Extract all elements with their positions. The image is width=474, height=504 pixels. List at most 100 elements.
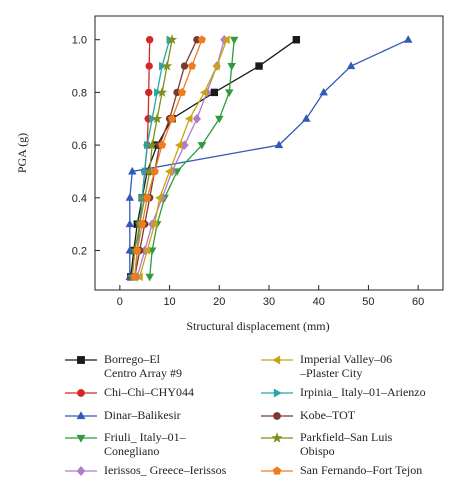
data-point: [161, 60, 173, 71]
series-9: [130, 35, 206, 281]
y-tick-label: 0.2: [72, 245, 87, 257]
data-point: [138, 219, 147, 228]
legend-label: Borrego–El Centro Array #9: [104, 352, 182, 380]
legend-label: Parkfield–San Luis Obispo: [300, 430, 393, 458]
y-tick-label: 0.6: [72, 140, 87, 152]
series-line: [129, 39, 409, 277]
legend-swatch: [261, 432, 293, 443]
legend-marker: [76, 466, 86, 476]
data-point: [319, 87, 328, 96]
legend-label: Irpinia_ Italy–01–Arienzo: [300, 385, 426, 399]
data-point: [274, 140, 284, 149]
series-2: [125, 35, 413, 280]
data-point: [177, 88, 187, 96]
series-layer: [125, 34, 413, 282]
data-point: [154, 88, 162, 97]
legend-item: Borrego–El Centro Array #9: [64, 352, 182, 380]
legend-swatch: [261, 466, 293, 475]
series-line: [149, 39, 235, 277]
data-point: [229, 36, 239, 45]
legend-swatch: [65, 411, 97, 420]
y-tick-label: 0.8: [72, 87, 87, 99]
data-point: [184, 114, 193, 124]
data-point: [255, 62, 263, 70]
data-point: [180, 62, 189, 70]
data-point: [158, 140, 167, 149]
legend-label: Ierissos_ Greece–Ierissos: [104, 463, 227, 477]
legend-item: Parkfield–San Luis Obispo: [260, 430, 392, 458]
series-line: [136, 39, 225, 278]
data-point: [151, 113, 163, 124]
data-point: [145, 273, 154, 282]
series-line: [130, 39, 297, 277]
legend-item: Irpinia_ Italy–01–Arienzo: [260, 385, 426, 400]
legend-marker: [273, 388, 282, 398]
legend-marker: [271, 432, 283, 443]
data-point: [145, 36, 154, 44]
data-point: [403, 35, 413, 43]
data-point: [142, 246, 151, 255]
data-point: [159, 61, 167, 71]
data-point: [227, 63, 236, 71]
legend-label: Friuli_ Italy–01– Conegliano: [104, 430, 186, 458]
legend-marker: [272, 355, 281, 365]
data-point: [174, 140, 183, 150]
legend-swatch: [65, 356, 97, 364]
y-tick-label: 0.4: [72, 193, 87, 205]
legend-marker: [77, 356, 85, 364]
data-point: [146, 139, 158, 150]
series-line: [131, 39, 173, 277]
legend-item: Dinar–Balikesir: [64, 408, 181, 423]
legend-swatch: [261, 355, 293, 365]
data-point: [150, 219, 158, 229]
series-line: [134, 39, 203, 277]
data-point: [145, 62, 153, 70]
data-point: [187, 61, 197, 70]
x-tick-label: 40: [313, 296, 325, 308]
legend-swatch: [261, 412, 293, 420]
data-point: [222, 35, 230, 44]
series-line: [134, 39, 198, 277]
x-tick-label: 0: [117, 296, 123, 308]
data-point: [292, 36, 301, 44]
data-point: [166, 34, 178, 45]
legend-label: Kobe–TOT: [300, 408, 356, 422]
series-3: [145, 36, 239, 282]
data-point: [215, 115, 224, 124]
x-tick-label: 10: [163, 296, 175, 308]
legend-item: Ierissos_ Greece–Ierissos: [64, 463, 226, 478]
legend-marker: [76, 434, 86, 443]
legend-marker: [77, 389, 85, 397]
legend-label: San Fernando–Fort Tejon: [300, 463, 423, 477]
data-point: [133, 246, 142, 254]
x-axis-title: Structural displacement (mm): [186, 319, 329, 333]
legend-swatch: [65, 466, 97, 476]
x-tick-label: 60: [412, 296, 424, 308]
legend-swatch: [261, 388, 293, 398]
data-point: [125, 193, 135, 201]
data-point: [197, 35, 206, 44]
data-point: [199, 88, 208, 97]
legend-label: Dinar–Balikesir: [104, 408, 181, 422]
y-axis-title: PGA (g): [15, 133, 29, 173]
legend-item: Friuli_ Italy–01– Conegliano: [64, 430, 186, 458]
data-point: [144, 88, 153, 97]
data-point: [125, 219, 135, 228]
series-line: [134, 39, 171, 277]
x-tick-label: 50: [362, 296, 374, 308]
x-axis-ticks: 0 10 20 30 40 50 60: [117, 285, 424, 308]
data-point: [143, 193, 152, 202]
data-point: [130, 272, 139, 281]
x-tick-label: 30: [263, 296, 275, 308]
legend-item: Kobe–TOT: [260, 408, 355, 423]
data-point: [224, 89, 234, 97]
data-point: [141, 167, 150, 176]
data-point: [144, 140, 152, 150]
data-point: [155, 193, 163, 203]
legend-label: Imperial Valley–06 –Plaster City: [300, 352, 393, 380]
data-point: [150, 167, 159, 175]
legend-swatch: [65, 389, 97, 397]
series-line: [139, 39, 228, 278]
data-point: [197, 142, 207, 150]
legend: Borrego–El Centro Array #9 Chi–Chi–CHY044…: [64, 352, 464, 500]
